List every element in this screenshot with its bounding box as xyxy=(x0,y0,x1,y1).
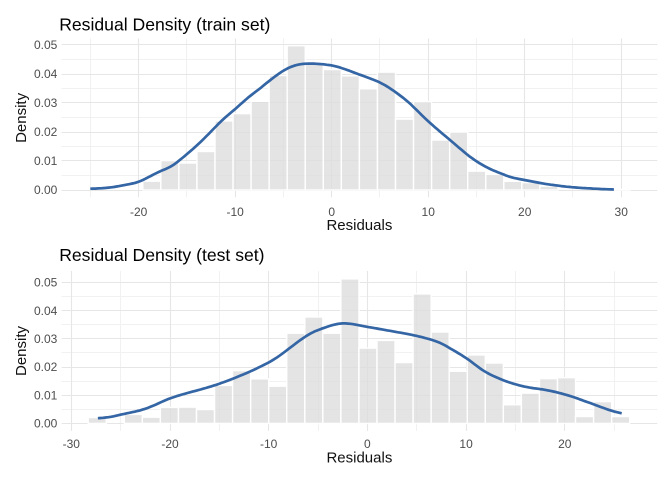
svg-text:0.04: 0.04 xyxy=(34,304,58,318)
svg-text:0.04: 0.04 xyxy=(34,67,58,81)
svg-text:-10: -10 xyxy=(260,437,278,451)
svg-text:0.02: 0.02 xyxy=(34,125,58,139)
svg-text:0.03: 0.03 xyxy=(34,332,58,346)
svg-text:0.05: 0.05 xyxy=(34,276,58,290)
svg-text:0.01: 0.01 xyxy=(34,388,58,402)
svg-text:Density: Density xyxy=(13,92,30,143)
svg-text:0: 0 xyxy=(364,437,371,451)
svg-text:Residual Density (test set): Residual Density (test set) xyxy=(59,245,264,265)
svg-text:0: 0 xyxy=(328,205,335,219)
svg-text:0.01: 0.01 xyxy=(34,154,58,168)
svg-text:10: 10 xyxy=(459,437,473,451)
svg-text:Residuals: Residuals xyxy=(326,217,392,234)
svg-text:30: 30 xyxy=(615,205,629,219)
svg-text:-30: -30 xyxy=(63,437,81,451)
svg-text:10: 10 xyxy=(422,205,436,219)
svg-text:0.05: 0.05 xyxy=(34,38,58,52)
svg-text:-10: -10 xyxy=(227,205,245,219)
svg-text:0.02: 0.02 xyxy=(34,360,58,374)
svg-text:Density: Density xyxy=(13,325,30,376)
svg-text:20: 20 xyxy=(558,437,572,451)
svg-text:-20: -20 xyxy=(161,437,179,451)
svg-text:Residuals: Residuals xyxy=(326,449,392,466)
svg-text:0.00: 0.00 xyxy=(34,417,58,431)
svg-text:-20: -20 xyxy=(130,205,148,219)
svg-text:0.03: 0.03 xyxy=(34,96,58,110)
svg-text:0.00: 0.00 xyxy=(34,183,58,197)
svg-text:Residual Density (train set): Residual Density (train set) xyxy=(59,14,270,34)
svg-text:20: 20 xyxy=(518,205,532,219)
